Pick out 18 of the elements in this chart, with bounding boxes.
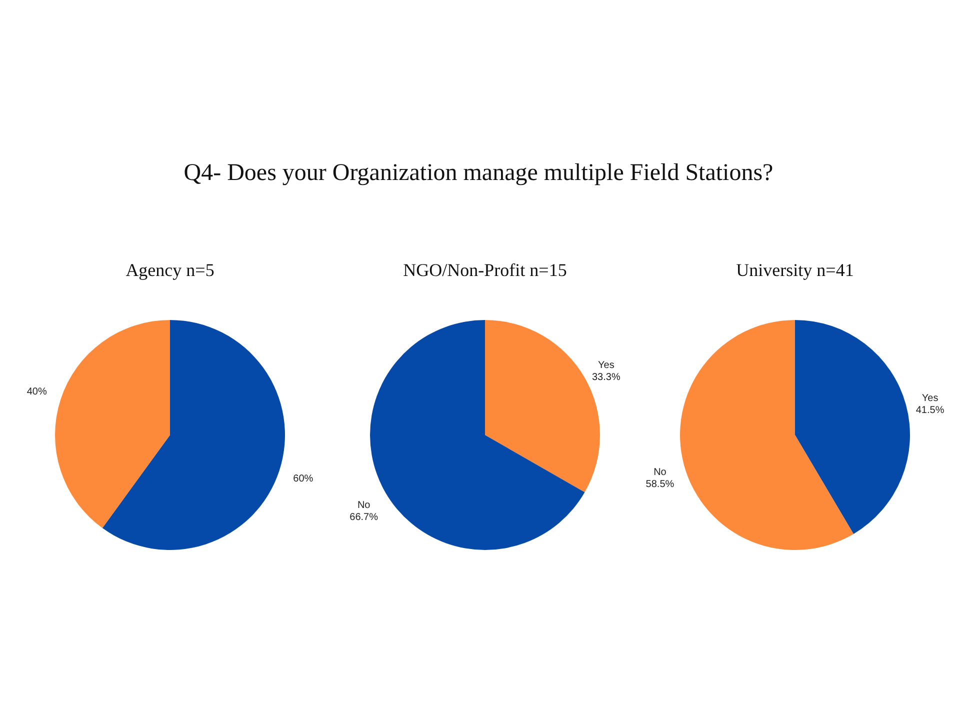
data-label: 66.7% <box>350 512 378 524</box>
data-label: 41.5% <box>916 405 944 416</box>
data-label: 58.5% <box>646 478 674 490</box>
data-label: 33.3% <box>592 372 620 383</box>
pie-slice <box>102 320 285 550</box>
pie-slice <box>795 320 910 534</box>
slice-label: No <box>357 500 371 512</box>
text: Q4- Does your Organization manage multiple Field Stations? <box>182 160 774 187</box>
slice-label: No <box>654 466 667 478</box>
data-label: 60% <box>293 473 314 484</box>
slice-label: Yes <box>598 360 614 371</box>
pie-slice <box>55 320 170 528</box>
data-label: 40% <box>26 386 47 398</box>
pie-slice <box>680 320 854 550</box>
slice-label: Yes <box>922 393 938 404</box>
chart-title: Agency n=5 <box>126 260 214 280</box>
chart-title: NGO/Non-Profit n=15 <box>403 260 567 280</box>
chart-title: University n=41 <box>736 260 854 280</box>
